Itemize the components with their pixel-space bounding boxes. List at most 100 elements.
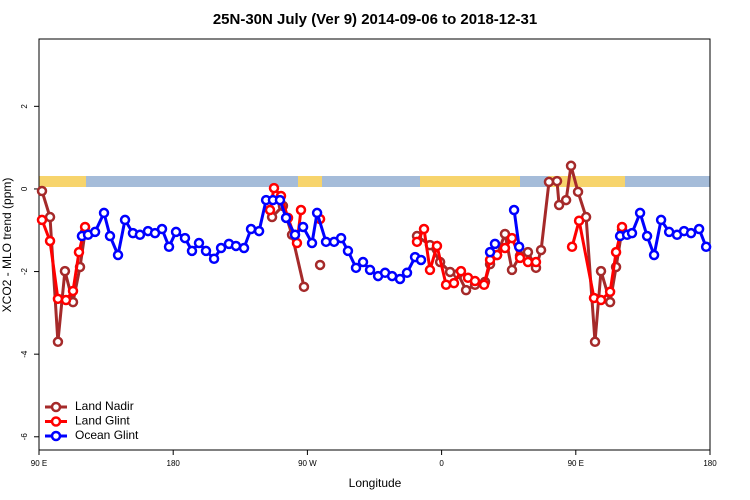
data-point [44,235,56,247]
land-strip [298,176,322,187]
data-point [44,211,56,223]
data-point [565,160,577,172]
data-point [448,277,460,289]
data-point [431,240,443,252]
legend-label: Ocean Glint [75,428,139,442]
data-point [530,256,542,268]
data-point [59,265,71,277]
data-point [314,259,326,271]
data-point [134,229,146,241]
data-point [535,244,547,256]
data-point [104,230,116,242]
data-point [553,199,565,211]
data-point [595,294,607,306]
data-point [295,204,307,216]
y-tick-label: -4 [20,350,29,358]
data-point [67,285,79,297]
data-point [693,223,705,235]
data-point [469,275,481,287]
data-point [460,284,472,296]
data-point [298,281,310,293]
data-point [641,230,653,242]
data-point [626,227,638,239]
data-point [610,246,622,258]
data-point [291,237,303,249]
data-point [200,245,212,257]
data-point [320,236,332,248]
data-point [394,273,406,285]
data-point [514,252,526,264]
data-point [424,264,436,276]
series-line [570,220,624,302]
data-point [268,182,280,194]
data-point [297,221,309,233]
data-point [508,204,520,216]
data-point [604,286,616,298]
land-strip [39,176,86,187]
data-point [566,241,578,253]
data-point [73,246,85,258]
y-tick-label: 2 [20,104,29,109]
data-point [156,223,168,235]
data-point [543,176,555,188]
ocean-strip [39,176,710,187]
data-point [170,226,182,238]
data-point [335,232,347,244]
data-point [60,294,72,306]
x-tick-label: 90 E [31,459,47,468]
data-point [311,207,323,219]
data-point [36,214,48,226]
y-tick-label: 0 [20,186,29,191]
data-point [245,223,257,235]
y-tick-label: -6 [20,433,29,441]
data-point [52,336,64,348]
data-point [112,249,124,261]
data-point [179,232,191,244]
data-point [648,249,660,261]
data-point [306,237,318,249]
data-point [418,223,430,235]
data-point [595,265,607,277]
data-point [506,232,518,244]
x-tick-label: 0 [439,459,444,468]
x-axis-label: Longitude [349,476,402,490]
land-strip [420,176,520,187]
data-point [98,207,110,219]
data-point [163,241,175,253]
land-strip [548,176,625,187]
series [76,194,712,285]
data-point [280,212,292,224]
data-point [685,227,697,239]
data-point [478,279,490,291]
data-point [52,293,64,305]
data-point [484,246,496,258]
data-point [364,264,376,276]
data-point [489,238,501,250]
data-point [573,215,585,226]
data-point [604,296,616,308]
data-point [253,225,265,237]
data-point [589,336,601,348]
series [36,160,628,348]
data-point [700,241,712,253]
data-point [230,240,242,252]
data-point [36,185,48,197]
data-point [238,242,250,254]
data-point [455,265,467,277]
data-point [522,246,534,258]
data-point [411,236,423,248]
y-axis-label: XCO2 - MLO trend (ppm) [0,178,14,313]
data-point [215,242,227,254]
data-point [415,254,427,266]
data-point [634,207,646,219]
data-point [274,194,286,206]
data-point [289,229,301,241]
series-line [512,209,521,248]
data-point [513,241,525,253]
data-point [616,221,628,233]
data-point [350,262,362,274]
x-tick-label: 90 W [298,459,317,468]
data-point [560,194,572,206]
legend-marker [50,401,62,413]
